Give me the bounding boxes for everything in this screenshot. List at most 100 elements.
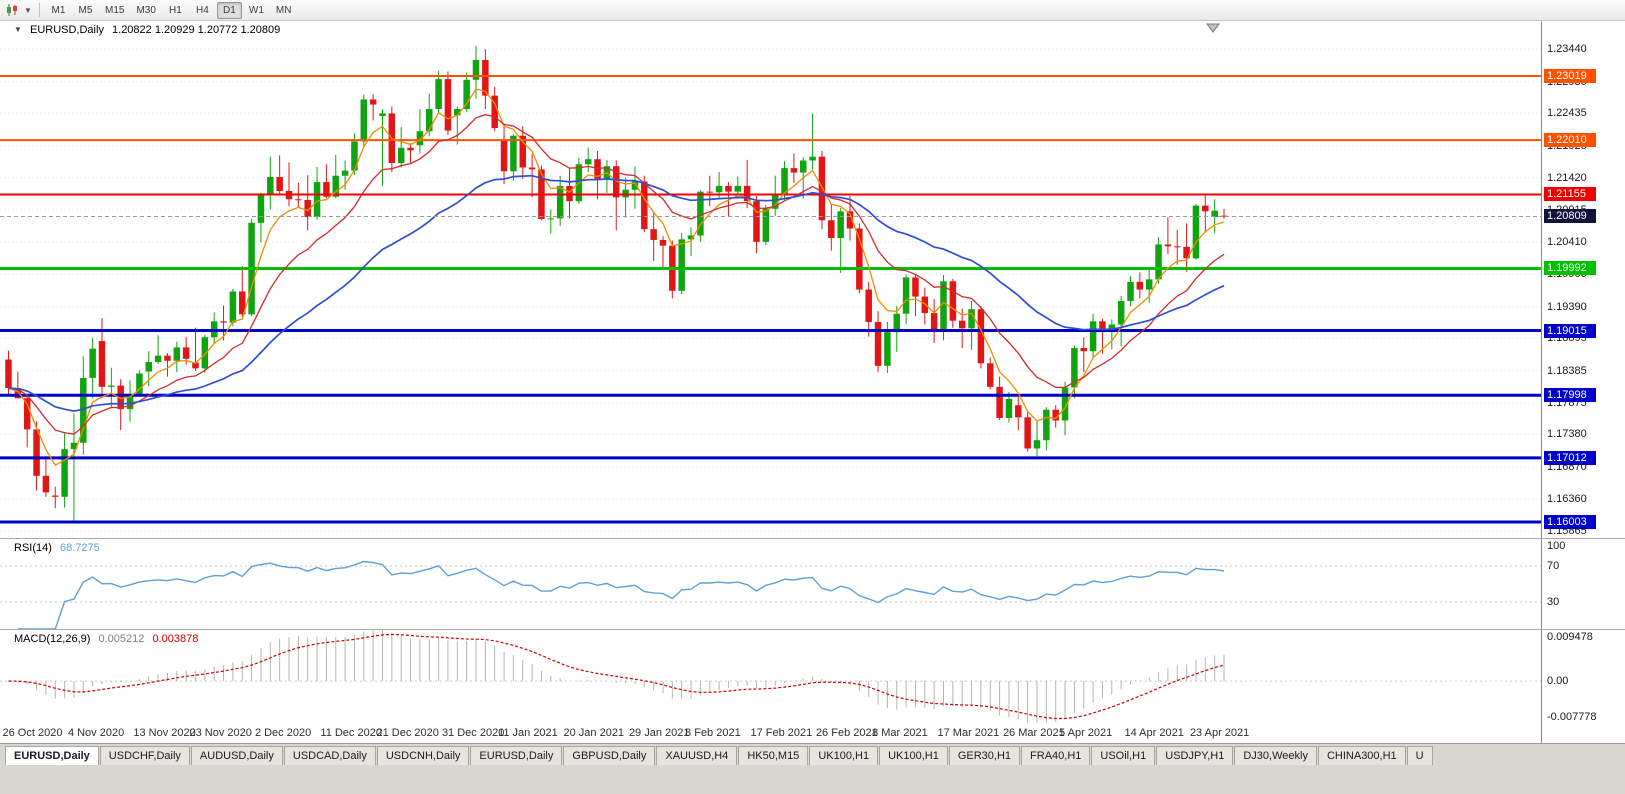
macd-tick: 0.00 [1547,675,1569,688]
chart-tab-hk50-m15[interactable]: HK50,M15 [738,746,809,765]
chart-tab-eurusd-daily[interactable]: EURUSD,Daily [5,746,99,765]
price-level-badge: 1.23019 [1544,68,1596,83]
chart-tab-fra40-h1[interactable]: FRA40,H1 [1021,746,1091,765]
date-label: 4 Nov 2020 [67,727,125,739]
date-axis-corner [1541,723,1625,743]
date-label: 17 Feb 2021 [750,727,813,739]
date-label: 26 Oct 2020 [2,727,63,739]
date-label: 14 Apr 2021 [1124,727,1184,739]
price-level-badge: 1.17012 [1544,450,1596,465]
date-label: 17 Mar 2021 [937,727,1000,739]
timeframe-button-d1[interactable]: D1 [216,1,242,19]
rsi-chart-canvas[interactable] [0,539,1541,629]
price-level-badge: 1.17998 [1544,388,1596,403]
chart-tab-uk100-h1[interactable]: UK100,H1 [879,746,948,765]
price-level-badge: 1.19992 [1544,261,1596,276]
chart-tab-usdchf-daily[interactable]: USDCHF,Daily [99,746,190,765]
one-click-trading-icon[interactable]: ▼ [14,25,22,34]
date-label: 11 Dec 2020 [320,727,382,739]
chart-tab-uk100-h1[interactable]: UK100,H1 [809,746,879,765]
rsi-value: 68.7275 [59,542,100,554]
chart-tab-china300-h1[interactable]: CHINA300,H1 [1317,746,1406,765]
chart-tab-xauusd-h4[interactable]: XAUUSD,H4 [656,746,738,765]
date-label: 26 Mar 2021 [1002,727,1065,739]
rsi-tick: 100 [1547,540,1566,552]
date-axis[interactable]: 26 Oct 2020 4 Nov 2020 13 Nov 2020 23 Nov 2… [0,723,1625,743]
macd-label: MACD(12,26,9) 0.005212 0.003878 [14,633,198,645]
timeframe-button-m15[interactable]: M15 [105,4,125,16]
price-axis[interactable]: 1.234401.229301.224351.219251.214201.209… [1541,21,1625,538]
chart-tab-gbpusd-daily[interactable]: GBPUSD,Daily [563,746,656,765]
price-level-badge: 1.20809 [1544,209,1596,224]
price-level-badge: 1.22010 [1544,133,1596,148]
date-label: 13 Nov 2020 [133,727,196,739]
price-tick: 1.23440 [1547,43,1587,56]
timeframe-button-m1[interactable]: M1 [51,4,66,16]
date-label: 8 Mar 2021 [872,727,928,739]
price-tick: 1.20410 [1547,235,1587,248]
chart-tabs-bar: EURUSD,Daily USDCHF,Daily AUDUSD,Daily USDC… [0,743,1625,765]
macd-main-value: 0.005212 [98,633,145,645]
macd-tick: 0.009478 [1547,631,1593,643]
date-label: 29 Jan 2021 [628,727,690,739]
price-tick: 1.19390 [1547,300,1587,313]
chart-tab-usdcad-daily[interactable]: USDCAD,Daily [283,746,376,765]
date-label: 11 Jan 2021 [498,727,558,739]
price-tick: 1.21420 [1547,171,1587,184]
macd-tick: -0.007778 [1547,711,1597,723]
chart-title: ▼ EURUSD,Daily 1.20822 1.20929 1.20772 1… [14,24,280,36]
date-label: 23 Nov 2020 [189,727,252,739]
panel-divider-rsi[interactable] [0,538,1625,539]
timeframe-buttons: M1 M5 M15 M30 H1 H4 D1 W1 MN [46,1,296,19]
candlestick-chart-icon[interactable] [3,2,21,18]
date-label: 2 Dec 2020 [254,727,312,739]
date-label: 5 Apr 2021 [1059,727,1113,739]
price-level-badge: 1.21155 [1544,187,1596,202]
toolbar: ▼ M1 M5 M15 M30 H1 H4 D1 W1 MN [0,0,1625,21]
chart-tab-ger30-h1[interactable]: GER30,H1 [948,746,1021,765]
chart-tab-audusd-daily[interactable]: AUDUSD,Daily [190,746,283,765]
chart-ohlc-values: 1.20822 1.20929 1.20772 1.20809 [112,24,281,36]
date-label: 20 Jan 2021 [563,727,625,739]
date-label: 26 Feb 2021 [815,727,878,739]
macd-signal-value: 0.003878 [152,633,199,645]
price-level-badge: 1.19015 [1544,323,1596,338]
price-level-badge: 1.16003 [1544,515,1596,530]
rsi-tick: 30 [1547,596,1560,608]
timeframe-button-m5[interactable]: M5 [78,4,93,16]
timeframe-button-m30[interactable]: M30 [136,4,156,16]
rsi-panel: RSI(14) 68.7275 100 70 30 [0,539,1625,629]
price-panel: ▼ EURUSD,Daily 1.20822 1.20929 1.20772 1… [0,21,1625,538]
price-tick: 1.22435 [1547,107,1587,120]
date-label: 21 Dec 2020 [376,727,439,739]
date-label: 8 Feb 2021 [685,727,741,739]
panel-divider-macd[interactable] [0,629,1625,630]
chart-tab-eurusd-daily[interactable]: EURUSD,Daily [470,746,563,765]
macd-chart-canvas[interactable] [0,630,1541,723]
price-tick: 1.17380 [1547,428,1587,441]
chart-tab-usdcnh-daily[interactable]: USDCNH,Daily [376,746,470,765]
chevron-down-icon[interactable]: ▼ [24,5,32,15]
chart-tab-usoil-h1[interactable]: USOil,H1 [1091,746,1156,765]
macd-axis[interactable]: 0.009478 0.00 -0.007778 [1541,630,1625,723]
chart-tab-dj30-weekly[interactable]: DJ30,Weekly [1234,746,1317,765]
chart-tab-usdjpy-h1[interactable]: USDJPY,H1 [1156,746,1234,765]
chart-tab-u[interactable]: U [1406,746,1433,765]
date-label: 23 Apr 2021 [1189,727,1250,739]
macd-panel: MACD(12,26,9) 0.005212 0.003878 0.009478… [0,630,1625,723]
rsi-tick: 70 [1547,560,1560,572]
macd-name: MACD(12,26,9) [14,633,91,645]
toolbar-separator [39,3,40,17]
timeframe-button-h4[interactable]: H4 [196,4,209,16]
rsi-axis[interactable]: 100 70 30 [1541,539,1625,629]
price-chart-canvas[interactable] [0,21,1541,538]
timeframe-button-h1[interactable]: H1 [169,4,182,16]
price-tick: 1.16360 [1547,493,1587,506]
chart-shift-marker-icon [1206,23,1220,33]
bottom-strip [0,765,1625,794]
timeframe-button-w1[interactable]: W1 [248,4,264,16]
rsi-name: RSI(14) [14,542,52,554]
rsi-label: RSI(14) 68.7275 [14,542,100,554]
timeframe-button-mn[interactable]: MN [275,4,292,16]
price-tick: 1.18385 [1547,364,1587,377]
